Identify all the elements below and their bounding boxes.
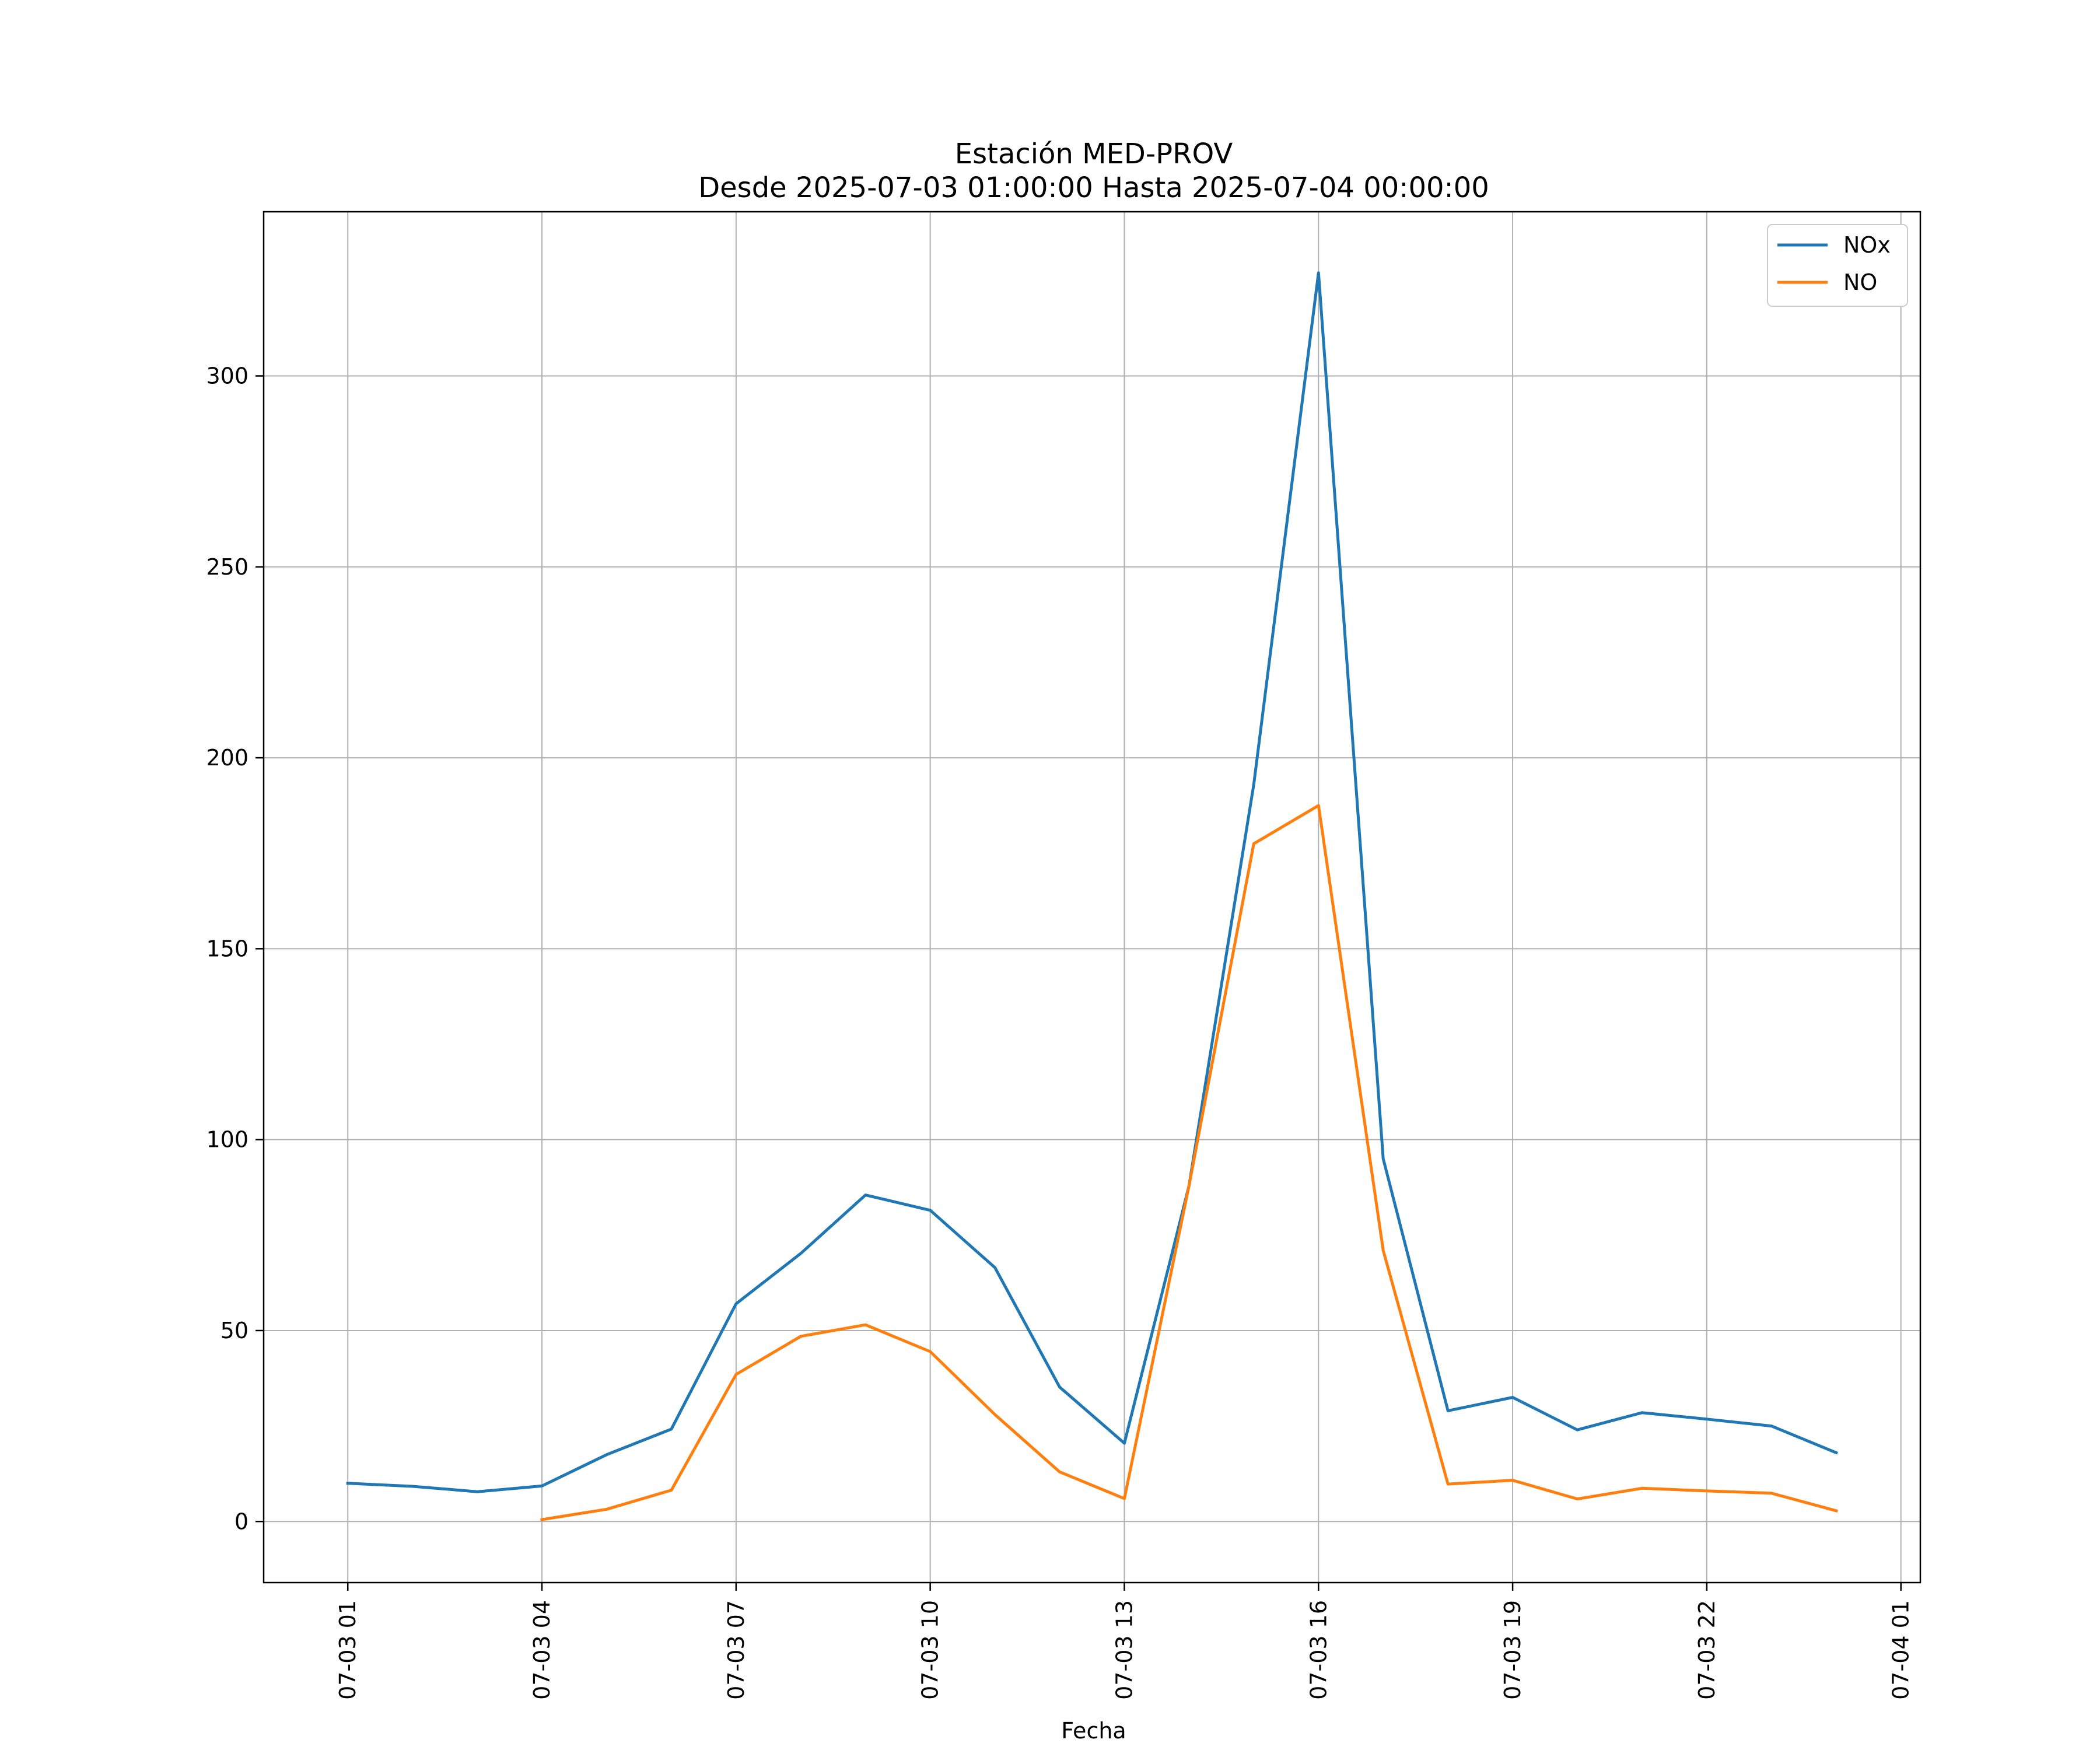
x-tick-label: 07-03 04 <box>529 1600 555 1700</box>
legend-label-nox: NOx <box>1843 232 1891 258</box>
y-tick-label: 50 <box>220 1318 249 1343</box>
plot-frame <box>262 211 1922 1584</box>
x-tick-label: 07-03 19 <box>1500 1600 1525 1700</box>
x-axis-label: Fecha <box>1061 1718 1126 1744</box>
y-tick-label: 300 <box>206 363 249 388</box>
y-tick-label: 100 <box>206 1127 249 1153</box>
x-tick-label: 07-03 07 <box>723 1600 749 1700</box>
legend: NOx NO <box>1767 224 1908 307</box>
chart-subtitle: Desde 2025-07-03 01:00:00 Hasta 2025-07-… <box>698 172 1489 204</box>
series-line-no <box>540 804 1838 1521</box>
x-tick-label: 07-03 16 <box>1306 1600 1331 1700</box>
x-tick-label: 07-03 01 <box>335 1600 360 1700</box>
axis-ticks: 07-03 01 07-03 04 07-03 07 07-03 10 07-03 13… <box>206 363 1913 1699</box>
y-tick-label: 200 <box>206 745 249 771</box>
y-tick-label: 150 <box>206 936 249 961</box>
x-tick-label: 07-03 10 <box>918 1600 943 1700</box>
y-tick-label: 0 <box>235 1508 249 1534</box>
y-tick-label: 250 <box>206 554 249 580</box>
legend-label-no: NO <box>1843 270 1877 295</box>
x-tick-label: 07-03 13 <box>1111 1600 1137 1700</box>
series-lines <box>346 271 1839 1521</box>
series-line-nox <box>346 271 1839 1493</box>
chart-title: Estación MED-PROV <box>955 138 1233 170</box>
x-tick-label: 07-04 01 <box>1888 1600 1914 1700</box>
x-tick-label: 07-03 22 <box>1694 1600 1720 1700</box>
grid-lines <box>264 212 1920 1583</box>
